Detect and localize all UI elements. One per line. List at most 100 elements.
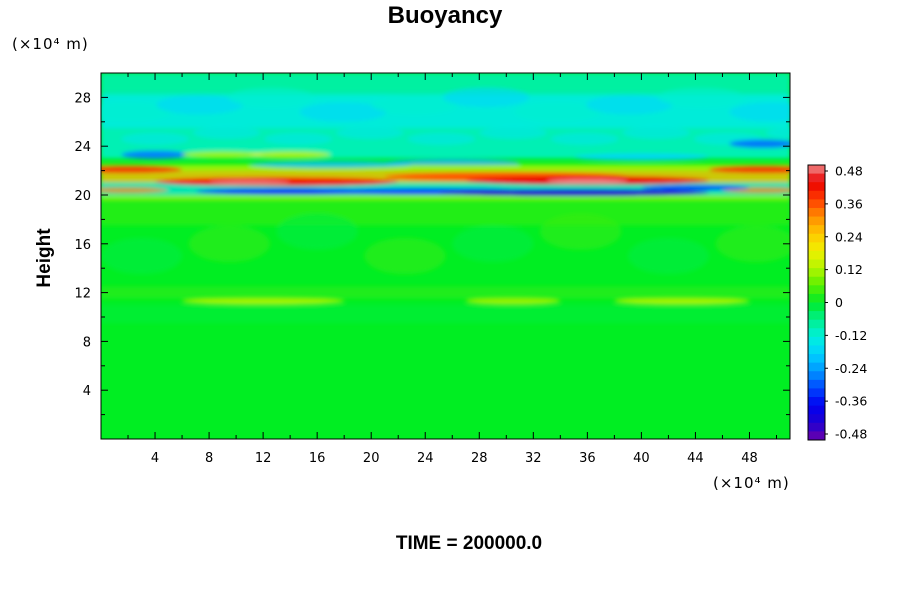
x-tick-label: 28 bbox=[471, 451, 488, 466]
y-axis: 4 8 12 16 20 24 28 bbox=[74, 91, 790, 416]
field-cell-6 bbox=[192, 126, 261, 139]
field-cell-18 bbox=[622, 126, 691, 139]
field-cell-52 bbox=[641, 185, 750, 191]
colorbar-segment bbox=[808, 371, 825, 381]
field-cell-29 bbox=[188, 225, 270, 263]
colorbar-segment bbox=[808, 414, 825, 424]
field-cell-7 bbox=[227, 87, 315, 108]
colorbar-label: 0.36 bbox=[835, 196, 863, 211]
field-cell-59 bbox=[101, 286, 790, 299]
colorbar-segment bbox=[808, 319, 825, 329]
field-cell-55 bbox=[249, 151, 331, 159]
colorbar-label: 0.24 bbox=[835, 229, 863, 244]
colorbar-segment bbox=[808, 216, 825, 226]
field-cell-9 bbox=[299, 102, 387, 122]
field-cell-15 bbox=[514, 102, 601, 122]
field-cell-26 bbox=[573, 153, 709, 161]
colorbar-segment bbox=[808, 199, 825, 209]
buoyancy-field bbox=[101, 73, 790, 439]
field-cell-51 bbox=[438, 189, 709, 196]
y-tick-label: 4 bbox=[83, 384, 91, 399]
colorbar-label: 0.12 bbox=[835, 262, 863, 277]
x-tick-label: 12 bbox=[255, 451, 272, 466]
field-cell-21 bbox=[729, 102, 790, 122]
colorbar-label: -0.12 bbox=[835, 328, 867, 343]
field-cell-56 bbox=[182, 297, 345, 305]
colorbar-segment bbox=[808, 207, 825, 218]
x-tick-label: 24 bbox=[417, 451, 434, 466]
field-cell-3 bbox=[101, 102, 172, 122]
field-cell-23 bbox=[121, 150, 189, 160]
x-tick-label: 48 bbox=[741, 451, 758, 466]
colorbar-label: -0.36 bbox=[835, 394, 867, 409]
plot-frame bbox=[100, 72, 791, 440]
x-tick-label: 20 bbox=[363, 451, 380, 466]
x-unit-label: (×10⁴ m) bbox=[713, 474, 790, 492]
field-cell-14 bbox=[479, 126, 547, 139]
field-cell-42 bbox=[101, 187, 169, 194]
y-axis-label: Height bbox=[34, 228, 55, 288]
field-cell-41 bbox=[708, 165, 790, 174]
chart-title: Buoyancy bbox=[388, 2, 503, 29]
x-tick-label: 44 bbox=[687, 451, 704, 466]
colorbar-label: -0.24 bbox=[835, 361, 867, 376]
field-cell-17 bbox=[586, 94, 673, 115]
colorbar-segment bbox=[808, 165, 825, 175]
colorbar-segment bbox=[808, 190, 825, 200]
field-cell-13 bbox=[442, 87, 530, 108]
colorbar-segment bbox=[808, 268, 825, 278]
colorbar-segment bbox=[808, 285, 825, 295]
y-tick-label: 20 bbox=[74, 189, 91, 204]
field-cell-10 bbox=[336, 126, 404, 139]
colorbar-segment bbox=[808, 431, 825, 441]
field-cell-11 bbox=[371, 94, 458, 115]
colorbar-segment bbox=[808, 379, 825, 389]
field-cell-53 bbox=[249, 160, 412, 169]
colorbar-segment bbox=[808, 242, 825, 252]
field-cell-34 bbox=[627, 237, 709, 275]
field-cell-57 bbox=[465, 297, 561, 305]
field-cell-45 bbox=[209, 180, 291, 186]
colorbar-segment bbox=[808, 397, 825, 407]
colorbar-label: 0.48 bbox=[835, 164, 863, 179]
colorbar-segment bbox=[808, 173, 825, 183]
x-tick-label: 8 bbox=[205, 451, 213, 466]
colorbar-segment bbox=[808, 182, 825, 192]
field-cell-8 bbox=[264, 132, 333, 145]
field-cell-36 bbox=[101, 164, 790, 171]
colorbar-label: -0.48 bbox=[835, 427, 867, 442]
field-cell-58 bbox=[614, 297, 750, 305]
field-cell-60 bbox=[101, 304, 790, 324]
field-cell-48 bbox=[546, 179, 628, 184]
colorbar-segment bbox=[808, 354, 825, 364]
field-cell-28 bbox=[101, 237, 183, 275]
x-tick-label: 16 bbox=[309, 451, 326, 466]
colorbar-segment bbox=[808, 362, 825, 372]
colorbar-segment bbox=[808, 293, 825, 303]
x-tick-label: 4 bbox=[151, 451, 159, 466]
colorbar-segment bbox=[808, 311, 825, 321]
colorbar-segment bbox=[808, 233, 825, 243]
y-unit-label: (×10⁴ m) bbox=[12, 35, 89, 53]
field-cell-32 bbox=[452, 225, 534, 263]
field-cell-19 bbox=[657, 87, 745, 108]
y-tick-label: 16 bbox=[74, 238, 91, 253]
colorbar-segment bbox=[808, 422, 825, 432]
colorbar-segment bbox=[808, 276, 825, 286]
field-cell-24 bbox=[729, 139, 790, 149]
colorbar-segment bbox=[808, 405, 825, 415]
time-label: TIME = 200000.0 bbox=[396, 533, 542, 554]
field-cell-54 bbox=[182, 151, 264, 159]
y-tick-label: 28 bbox=[74, 91, 91, 106]
colorbar-segment bbox=[808, 388, 825, 398]
field-cell-4 bbox=[121, 132, 189, 145]
x-axis: 4 8 12 16 20 24 28 32 36 40 44 48 bbox=[127, 73, 777, 466]
field-cell-31 bbox=[364, 237, 446, 275]
x-tick-label: 40 bbox=[633, 451, 650, 466]
field-cell-27 bbox=[101, 197, 790, 226]
colorbar-segment bbox=[808, 302, 825, 312]
x-tick-label: 36 bbox=[579, 451, 596, 466]
field-cell-16 bbox=[550, 132, 619, 145]
y-tick-label: 12 bbox=[74, 287, 91, 302]
